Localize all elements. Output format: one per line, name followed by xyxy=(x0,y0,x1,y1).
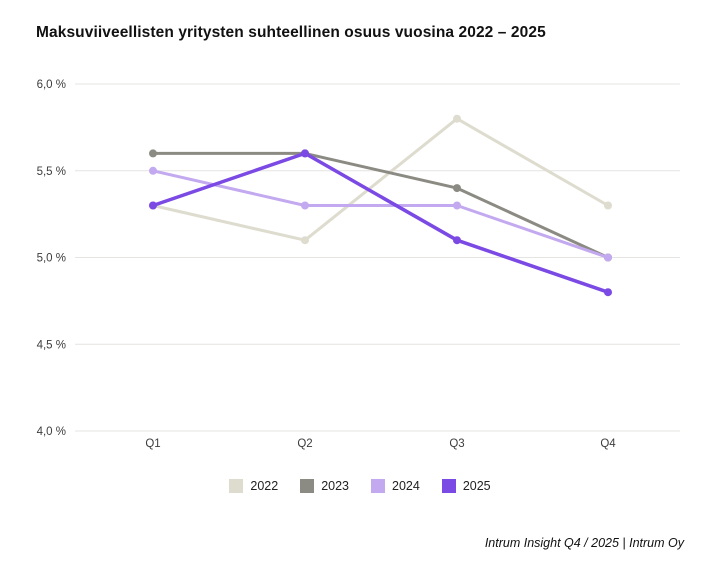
chart-legend: 2022 2023 2024 2025 xyxy=(0,479,720,493)
series-point-2024-Q3 xyxy=(453,201,461,210)
legend-item-2024: 2024 xyxy=(371,479,420,493)
y-tick-label: 4,0 % xyxy=(37,426,66,438)
series-point-2023-Q1 xyxy=(149,149,157,158)
series-point-2024-Q1 xyxy=(149,166,157,175)
legend-swatch-2024 xyxy=(371,479,385,493)
legend-label-2025: 2025 xyxy=(462,479,491,493)
x-tick-label: Q2 xyxy=(297,438,312,450)
series-point-2022-Q4 xyxy=(604,201,612,210)
x-tick-label: Q4 xyxy=(600,438,616,450)
series-line-2022 xyxy=(151,117,610,242)
series-point-2022-Q3 xyxy=(453,114,461,123)
y-tick-label: 5,5 % xyxy=(37,166,66,178)
series-line-2025 xyxy=(151,151,610,294)
x-tick-label: Q3 xyxy=(449,438,464,450)
y-tick-label: 6,0 % xyxy=(37,79,66,91)
series-point-2023-Q3 xyxy=(453,184,461,193)
legend-label-2024: 2024 xyxy=(392,479,420,493)
y-tick-label: 5,0 % xyxy=(37,253,66,265)
line-chart-canvas: 4,0 % 4,5 % 5,0 % 5,5 % 6,0 % Q1 Q2 Q3 Q4 xyxy=(37,79,680,450)
x-tick-label: Q1 xyxy=(145,438,160,450)
legend-item-2022: 2022 xyxy=(229,479,278,493)
series-point-2025-Q2 xyxy=(301,149,309,158)
legend-swatch-2025 xyxy=(441,479,456,493)
legend-swatch-2023 xyxy=(300,479,315,493)
series-point-2025-Q4 xyxy=(604,288,612,297)
legend-label-2023: 2023 xyxy=(321,479,349,493)
legend-item-2025: 2025 xyxy=(441,479,491,493)
series-point-2025-Q3 xyxy=(453,236,461,245)
chart-footer: Intrum Insight Q4 / 2025 | Intrum Oy xyxy=(484,536,684,550)
series-line-2024 xyxy=(151,169,610,259)
series-line-2023 xyxy=(151,151,610,259)
legend-item-2023: 2023 xyxy=(300,479,349,493)
series-point-2024-Q4 xyxy=(604,253,612,262)
legend-swatch-2022 xyxy=(229,479,244,493)
y-tick-label: 4,5 % xyxy=(37,339,66,351)
chart-title: Maksuviiveellisten yritysten suhteelline… xyxy=(36,24,546,41)
series-point-2025-Q1 xyxy=(149,201,157,210)
series-point-2024-Q2 xyxy=(301,201,309,210)
legend-label-2022: 2022 xyxy=(250,479,279,493)
series-point-2022-Q2 xyxy=(301,236,309,245)
